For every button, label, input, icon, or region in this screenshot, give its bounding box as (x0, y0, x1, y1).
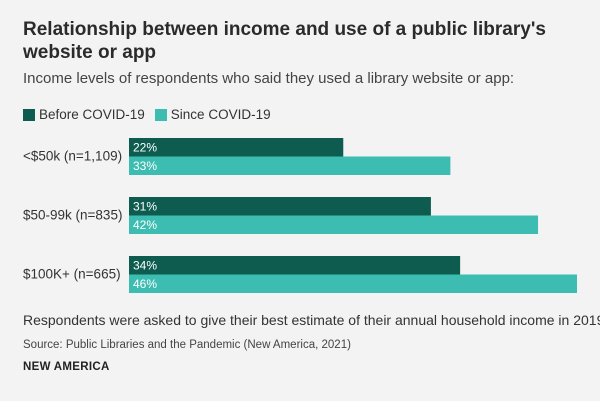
chart-note: Respondents were asked to give their bes… (23, 312, 600, 328)
bar-before-under-50k (129, 138, 344, 157)
category-label-100k-plus: $100K+ (n=665) (23, 267, 121, 282)
bar-before-50-99k (129, 197, 431, 216)
legend: Before COVID-19 Since COVID-19 (23, 107, 281, 122)
data-label-since-under-50k: 33% (133, 159, 157, 173)
chart-source: Source: Public Libraries and the Pandemi… (23, 339, 351, 351)
data-label-since-100k-plus: 46% (133, 277, 157, 291)
data-label-before-under-50k: 22% (133, 141, 157, 155)
data-label-since-50-99k: 42% (133, 218, 157, 232)
category-label-under-50k: <$50k (n=1,109) (23, 149, 122, 164)
legend-swatch-since (154, 108, 167, 121)
data-label-before-100k-plus: 34% (133, 259, 157, 273)
bar-before-100k-plus (129, 256, 461, 275)
category-label-50-99k: $50-99k (n=835) (23, 208, 122, 223)
legend-label-since: Since COVID-19 (170, 107, 271, 122)
data-label-before-50-99k: 31% (133, 200, 157, 214)
legend-swatch-before (23, 108, 35, 121)
bar-since-50-99k (129, 215, 539, 234)
chart-subtitle: Income levels of respondents who said th… (23, 70, 515, 87)
legend-item-since: Since COVID-19 (154, 107, 271, 122)
bar-since-100k-plus (129, 274, 577, 293)
bar-since-under-50k (129, 156, 451, 175)
brand-logo-text: NEW AMERICA (23, 361, 110, 373)
chart-title: Relationship between income and use of a… (23, 19, 546, 63)
legend-item-before: Before COVID-19 (23, 107, 145, 122)
legend-label-before: Before COVID-19 (39, 107, 145, 122)
